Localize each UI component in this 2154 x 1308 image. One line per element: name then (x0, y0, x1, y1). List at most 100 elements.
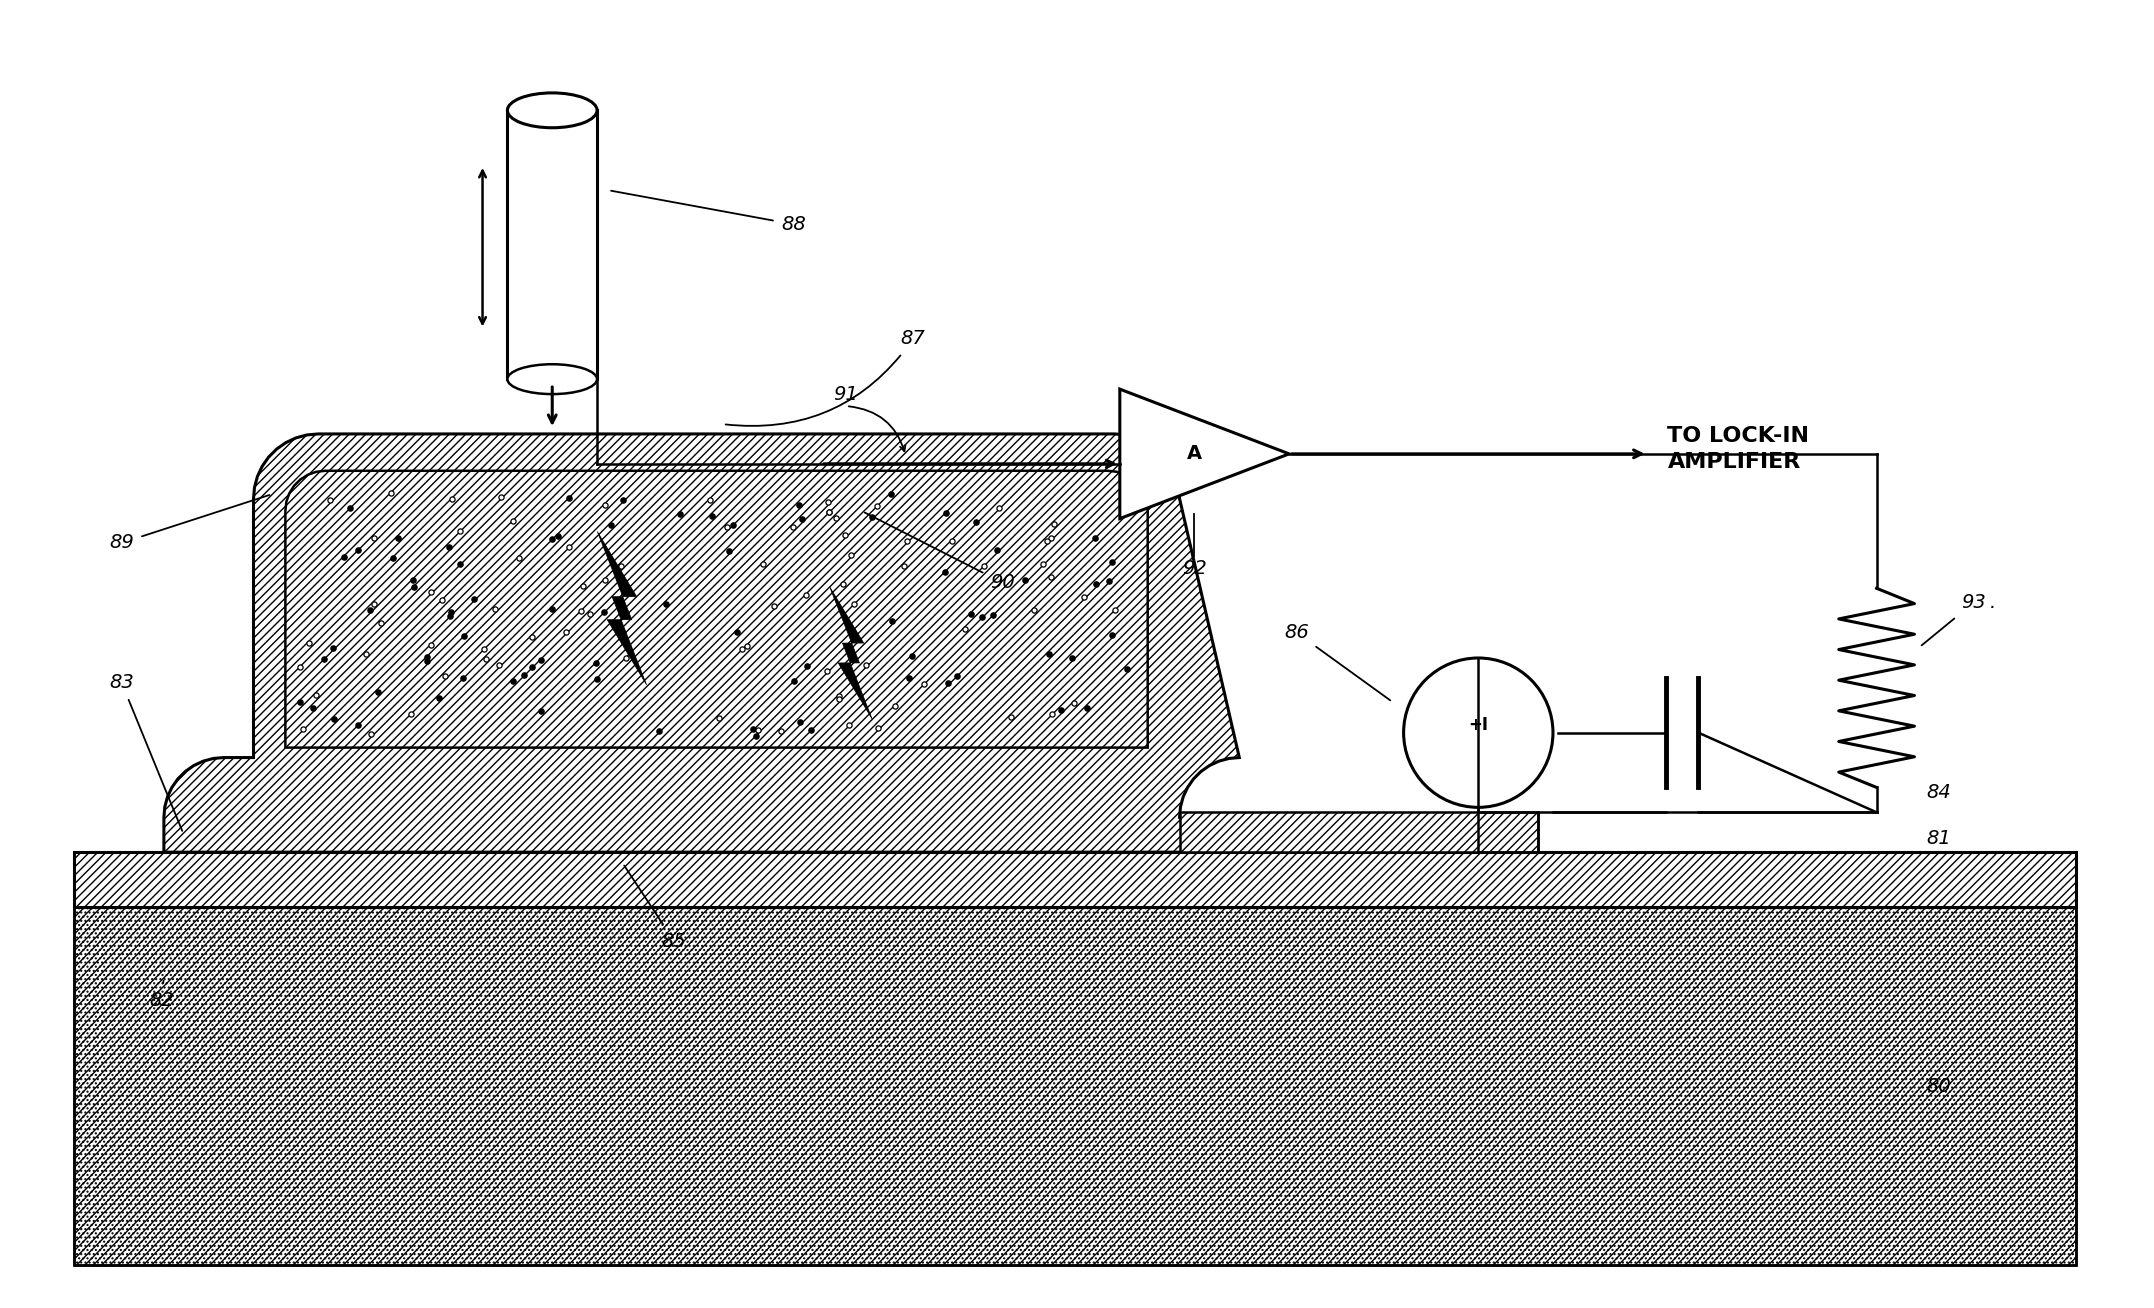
Point (534, 598, 569, 619)
Point (756, 596, 791, 617)
Point (414, 634, 448, 655)
Point (939, 666, 974, 687)
Text: +I: +I (1469, 715, 1488, 734)
Point (907, 674, 941, 695)
Point (834, 544, 868, 565)
Point (642, 721, 676, 742)
Point (948, 619, 982, 640)
Point (424, 590, 459, 611)
Point (928, 502, 963, 523)
Point (506, 664, 541, 685)
Point (442, 521, 476, 542)
Point (778, 671, 812, 692)
Point (433, 606, 467, 627)
Point (719, 621, 754, 642)
Point (1094, 551, 1129, 572)
Point (605, 489, 640, 510)
Point (588, 494, 623, 515)
Point (694, 489, 728, 510)
Point (810, 661, 844, 681)
Point (588, 570, 623, 591)
Point (661, 504, 696, 525)
Point (358, 594, 392, 615)
Polygon shape (829, 587, 872, 719)
Point (730, 636, 765, 657)
Point (823, 688, 857, 709)
Point (890, 530, 924, 551)
Text: 83: 83 (110, 672, 183, 831)
Point (579, 668, 614, 689)
Point (739, 726, 773, 747)
Point (825, 573, 859, 594)
Point (1058, 692, 1092, 713)
Point (793, 719, 827, 740)
Point (396, 570, 431, 591)
Point (741, 719, 775, 740)
Polygon shape (164, 434, 1239, 852)
Point (982, 498, 1017, 519)
Point (373, 483, 407, 504)
Point (467, 638, 502, 659)
Point (1055, 647, 1090, 668)
Point (394, 704, 429, 725)
Point (495, 510, 530, 531)
Point (282, 692, 317, 713)
Point (724, 638, 758, 659)
Point (353, 599, 388, 620)
Text: 87: 87 (726, 330, 926, 426)
Point (564, 576, 599, 596)
Point (457, 589, 491, 610)
Point (431, 536, 465, 557)
Text: TO LOCK-IN
AMPLIFIER: TO LOCK-IN AMPLIFIER (1667, 425, 1809, 472)
Point (446, 668, 480, 689)
Point (610, 647, 644, 668)
Point (551, 487, 586, 508)
Point (495, 671, 530, 692)
Point (1094, 624, 1129, 645)
Point (595, 514, 629, 535)
Point (696, 506, 730, 527)
Point (782, 712, 816, 732)
Point (293, 632, 327, 653)
Point (603, 556, 638, 577)
Point (782, 494, 816, 515)
Point (549, 621, 584, 642)
Point (965, 607, 999, 628)
Point (446, 625, 480, 646)
Point (967, 555, 1002, 576)
Point (879, 696, 913, 717)
Point (1036, 704, 1071, 725)
Point (573, 603, 607, 624)
Point (1017, 599, 1051, 620)
Text: 85: 85 (625, 866, 687, 951)
Circle shape (1404, 658, 1553, 807)
Point (485, 487, 519, 508)
Ellipse shape (508, 364, 597, 394)
Point (327, 547, 362, 568)
Point (1045, 700, 1079, 721)
Polygon shape (1180, 812, 1538, 852)
Point (295, 697, 330, 718)
Text: 80: 80 (1926, 1076, 1952, 1096)
Point (980, 539, 1015, 560)
Point (1079, 573, 1114, 594)
Point (745, 553, 780, 574)
Point (875, 484, 909, 505)
Point (855, 506, 890, 527)
Point (702, 708, 737, 729)
Ellipse shape (508, 93, 597, 128)
Point (422, 688, 457, 709)
Point (821, 685, 855, 706)
Point (286, 718, 321, 739)
FancyArrowPatch shape (849, 407, 905, 451)
Point (827, 525, 862, 545)
Text: .: . (1990, 594, 1997, 612)
Point (1025, 553, 1060, 574)
Text: 84: 84 (1926, 783, 1952, 802)
Point (409, 650, 444, 671)
Point (534, 528, 569, 549)
Point (515, 627, 549, 647)
Point (396, 577, 431, 598)
Point (993, 706, 1027, 727)
Point (334, 497, 368, 518)
